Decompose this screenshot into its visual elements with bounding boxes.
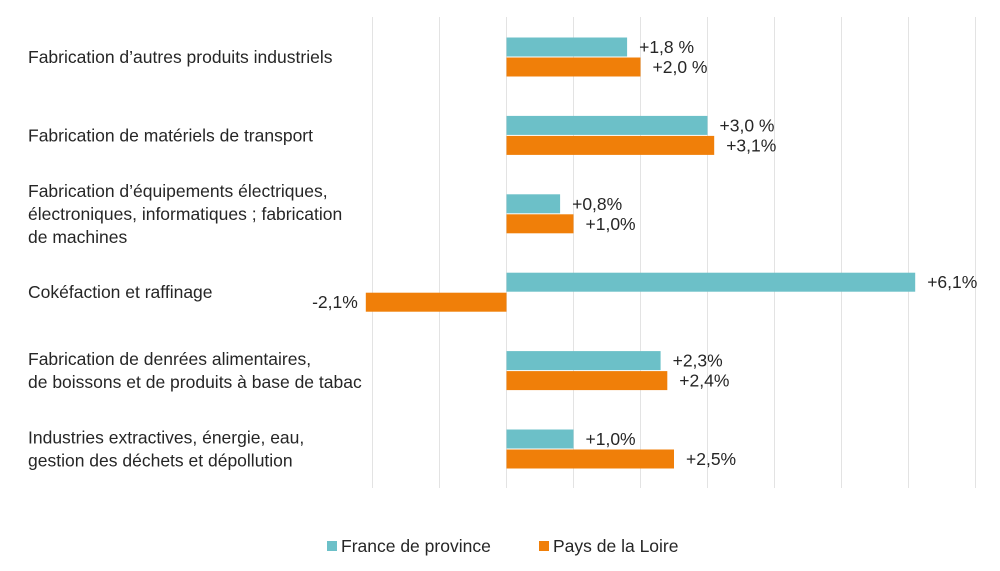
legend: France de province Pays de la Loire xyxy=(327,536,679,556)
bar-france-de-province xyxy=(506,194,561,214)
category-label-line: Fabrication de matériels de transport xyxy=(28,125,313,145)
category-label-line: gestion des déchets et dépollution xyxy=(28,451,293,471)
bar-france-de-province xyxy=(506,37,628,57)
category-label: Fabrication d’équipements électriques, él… xyxy=(28,181,342,247)
bar-pays-de-la-loire xyxy=(506,135,715,155)
data-label: +2,4% xyxy=(679,371,729,391)
data-label: +2,0 % xyxy=(653,57,708,77)
category-label-line: Fabrication d’équipements électriques, xyxy=(28,181,328,201)
data-label: -2,1% xyxy=(312,292,358,312)
category-label: Fabrication de matériels de transport xyxy=(28,125,313,145)
category-labels: Fabrication d’autres produits industriel… xyxy=(28,47,362,471)
data-label: +3,0 % xyxy=(720,115,775,135)
category-label: Industries extractives, énergie, eau, ges… xyxy=(28,428,304,471)
category-label-line: de machines xyxy=(28,227,127,247)
bar-pays-de-la-loire xyxy=(506,57,641,77)
bar-pays-de-la-loire xyxy=(506,214,574,234)
category-label-line: Fabrication d’autres produits industriel… xyxy=(28,47,333,67)
data-labels: +1,8 %+2,0 %+3,0 %+3,1%+0,8%+1,0%+6,1%-2… xyxy=(312,37,977,469)
data-label: +1,8 % xyxy=(639,37,694,57)
data-label: +2,3% xyxy=(673,351,723,371)
legend-swatch xyxy=(539,541,549,551)
data-label: +1,0% xyxy=(586,429,636,449)
bar-pays-de-la-loire xyxy=(365,292,507,312)
bar-france-de-province xyxy=(506,272,916,292)
data-label: +3,1% xyxy=(726,135,776,155)
bars xyxy=(365,37,916,469)
data-label: +2,5% xyxy=(686,449,736,469)
bar-pays-de-la-loire xyxy=(506,371,668,391)
category-label-line: électroniques, informatiques ; fabricati… xyxy=(28,204,342,224)
data-label: +1,0% xyxy=(586,214,636,234)
data-label: +0,8% xyxy=(572,194,622,214)
bar-france-de-province xyxy=(506,429,574,449)
category-label-line: Cokéfaction et raffinage xyxy=(28,282,213,302)
bar-pays-de-la-loire xyxy=(506,449,674,469)
bar-france-de-province xyxy=(506,115,708,135)
legend-label: France de province xyxy=(341,536,491,556)
legend-swatch xyxy=(327,541,337,551)
category-label-line: Fabrication de denrées alimentaires, xyxy=(28,349,311,369)
bar-france-de-province xyxy=(506,351,661,371)
legend-label: Pays de la Loire xyxy=(553,536,679,556)
category-label-line: Industries extractives, énergie, eau, xyxy=(28,428,304,448)
data-label: +6,1% xyxy=(927,272,977,292)
category-label: Fabrication de denrées alimentaires, de b… xyxy=(28,349,362,392)
category-label: Cokéfaction et raffinage xyxy=(28,282,213,302)
gridlines xyxy=(372,17,976,488)
category-label-line: de boissons et de produits à base de tab… xyxy=(28,372,362,392)
category-label: Fabrication d’autres produits industriel… xyxy=(28,47,333,67)
